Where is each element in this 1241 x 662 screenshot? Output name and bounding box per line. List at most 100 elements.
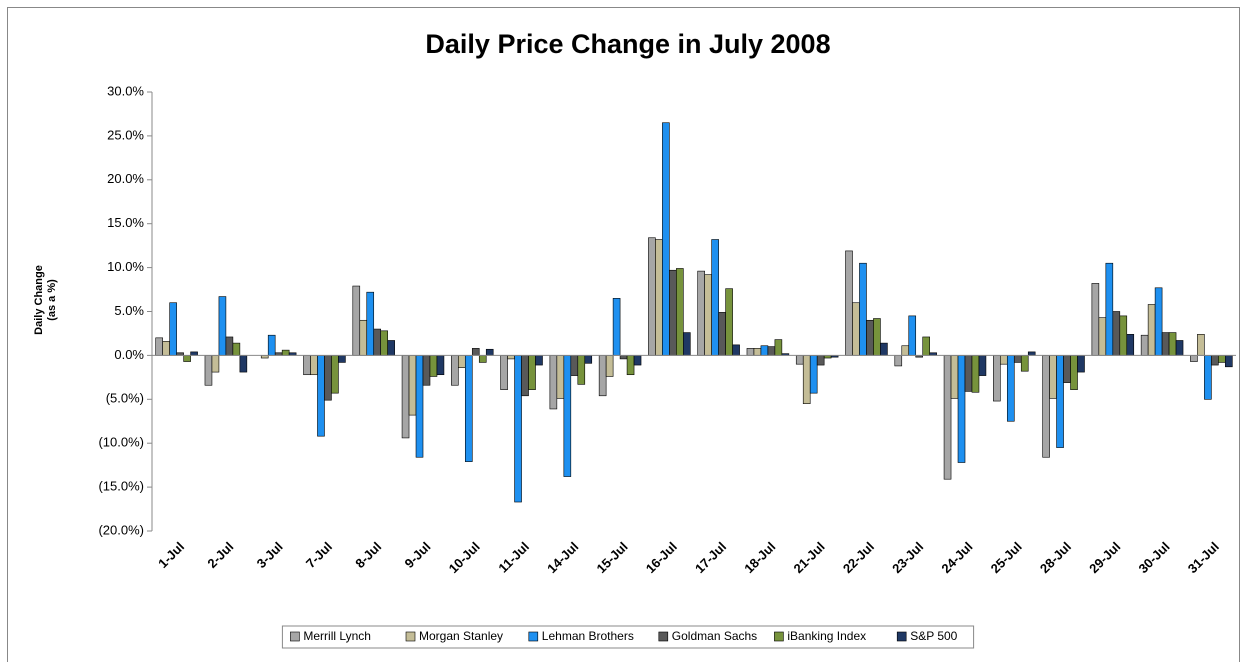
- legend-label: iBanking Index: [787, 629, 866, 643]
- bar: [605, 355, 614, 377]
- bar: [436, 355, 445, 376]
- bar: [950, 355, 959, 399]
- y-tick-label: (15.0%): [98, 479, 144, 494]
- bar: [662, 122, 670, 356]
- bar: [281, 349, 290, 356]
- bar: [1070, 355, 1078, 390]
- bar: [211, 355, 220, 373]
- bar: [451, 355, 459, 386]
- legend-swatch: [896, 631, 907, 642]
- legend-label: Morgan Stanley: [419, 629, 503, 643]
- bar: [429, 355, 438, 377]
- bar: [978, 355, 987, 376]
- bar: [619, 355, 628, 360]
- bar: [753, 348, 762, 356]
- bar: [1126, 334, 1135, 356]
- bar: [1190, 355, 1198, 362]
- bar: [155, 337, 163, 356]
- bar: [485, 348, 494, 356]
- bar: [943, 355, 952, 480]
- bar: [303, 355, 311, 376]
- bar: [1112, 311, 1121, 356]
- bar: [683, 332, 691, 356]
- legend-box: [281, 625, 975, 649]
- y-axis-label-line: Daily Change: [33, 265, 45, 335]
- bar: [669, 269, 677, 356]
- bar: [232, 342, 241, 356]
- bar: [993, 355, 1001, 402]
- bar: [626, 355, 635, 376]
- bar: [267, 334, 276, 356]
- y-tick-label: 15.0%: [107, 215, 144, 230]
- legend-label: Lehman Brothers: [542, 629, 634, 643]
- bar: [676, 268, 684, 356]
- y-tick-label: 30.0%: [107, 83, 144, 98]
- bar: [183, 355, 191, 362]
- bar: [971, 355, 980, 393]
- y-tick-label: (5.0%): [106, 391, 144, 406]
- bar: [964, 355, 973, 392]
- legend-swatch: [658, 631, 669, 642]
- legend-swatch: [528, 631, 539, 642]
- bar: [774, 339, 783, 356]
- bar: [1006, 355, 1015, 422]
- chart-title: Daily Price Change in July 2008: [425, 29, 830, 59]
- bar: [1027, 351, 1036, 356]
- bar: [845, 250, 853, 356]
- legend: Merrill Lynch Morgan Stanley Lehman Brothe…: [281, 625, 975, 649]
- bar: [697, 270, 705, 356]
- bar: [408, 355, 417, 416]
- bar: [1049, 355, 1057, 399]
- bar: [760, 345, 769, 356]
- bar: [373, 328, 382, 356]
- bar: [1105, 262, 1114, 356]
- bar: [1211, 355, 1219, 366]
- y-tick-label: 25.0%: [107, 127, 144, 142]
- bar: [556, 355, 565, 399]
- bar: [1063, 355, 1071, 383]
- bar: [795, 355, 804, 365]
- bar: [204, 355, 213, 386]
- bar: [1140, 334, 1149, 356]
- bar: [310, 355, 318, 376]
- bar: [415, 355, 424, 458]
- bar: [1013, 355, 1022, 363]
- bar: [598, 355, 607, 397]
- bar: [1042, 355, 1050, 458]
- bar: [387, 340, 395, 356]
- bar: [957, 355, 966, 463]
- bar: [471, 348, 480, 356]
- bar: [535, 355, 543, 366]
- bar: [352, 285, 361, 356]
- legend-label: Goldman Sachs: [672, 629, 757, 643]
- bar: [317, 355, 325, 437]
- bar: [809, 355, 818, 394]
- bar: [648, 237, 656, 356]
- bar: [1225, 355, 1233, 368]
- bar: [802, 355, 811, 404]
- legend-swatch: [290, 631, 300, 642]
- bar: [563, 355, 572, 477]
- bar: [507, 355, 515, 360]
- y-tick-label: 20.0%: [107, 171, 144, 186]
- bar: [570, 355, 579, 376]
- bar: [1154, 287, 1163, 356]
- bar: [324, 355, 332, 401]
- y-axis-label: Daily Change (as a %): [33, 265, 58, 335]
- legend-swatch: [774, 631, 784, 642]
- bar: [704, 274, 712, 356]
- bar: [521, 355, 529, 397]
- bar: [732, 344, 740, 356]
- legend-label: Merrill Lynch: [303, 629, 371, 643]
- bar: [500, 355, 508, 390]
- y-tick-label: 0.0%: [114, 347, 144, 362]
- bar: [1204, 355, 1212, 400]
- bar: [612, 298, 621, 356]
- bar: [1147, 304, 1156, 356]
- y-tick-label: 10.0%: [107, 259, 144, 274]
- bar: [549, 355, 558, 410]
- bar: [1020, 355, 1029, 372]
- bar: [478, 355, 487, 363]
- bar: [218, 296, 227, 356]
- bar: [1098, 317, 1107, 356]
